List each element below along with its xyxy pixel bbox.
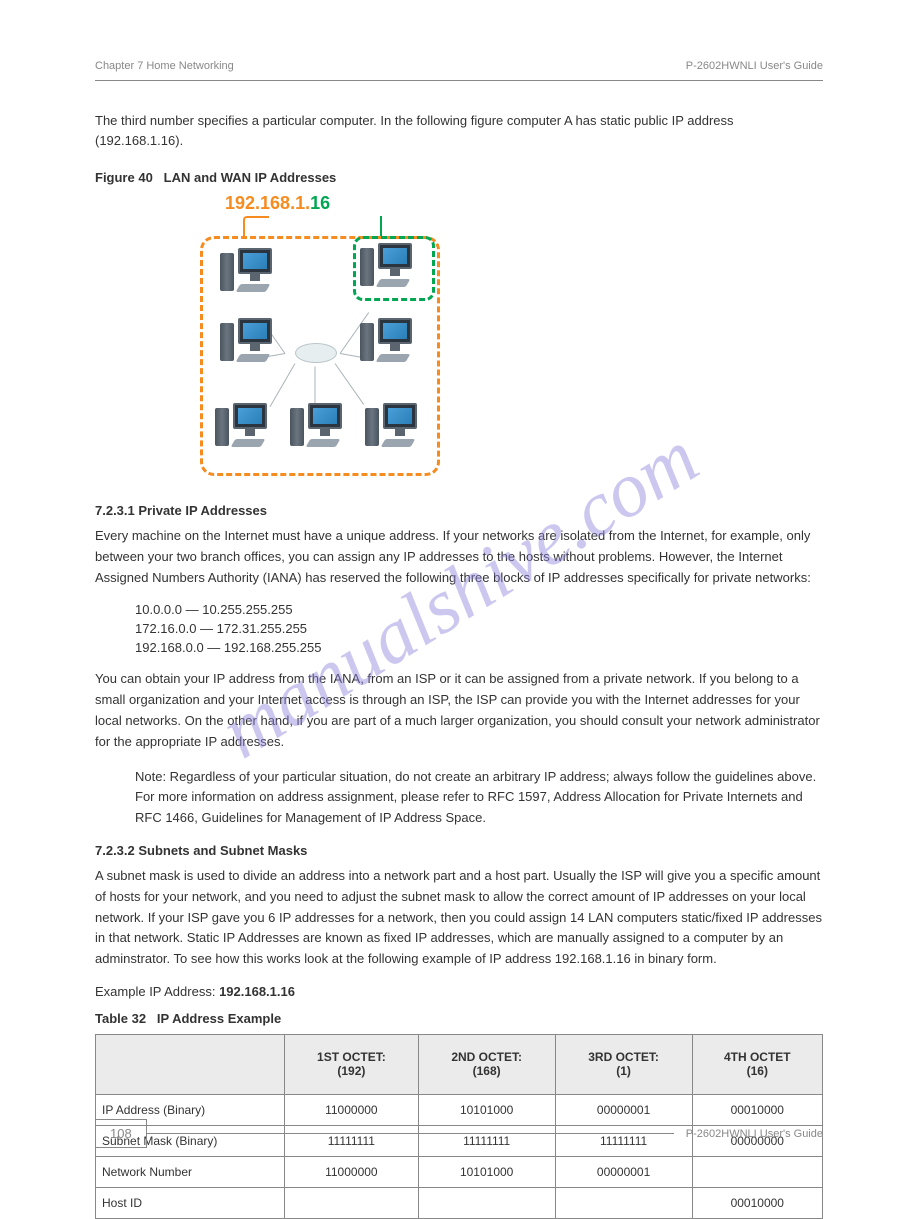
computer-icon	[220, 248, 272, 298]
figure-title: LAN and WAN IP Addresses	[164, 170, 337, 185]
computer-icon	[215, 403, 267, 453]
network-bracket	[243, 216, 269, 236]
chapter-label: Chapter 7 Home Networking	[95, 60, 234, 72]
guide-title-header: P-2602HWNLI User's Guide	[686, 60, 823, 72]
footer-divider	[147, 1133, 674, 1134]
example-ip-value: 192.168.1.16	[219, 984, 295, 999]
table-cell: Host ID	[96, 1187, 285, 1218]
network-prefix: 192.168.1.	[225, 193, 310, 213]
router-icon	[295, 343, 337, 363]
computer-icon	[360, 243, 412, 293]
private-ip-p1: Every machine on the Internet must have …	[95, 526, 823, 588]
table-cell: Network Number	[96, 1156, 285, 1187]
table-label: Table 32	[95, 1011, 146, 1026]
footer-guide-title: P-2602HWNLI User's Guide	[686, 1128, 823, 1140]
page-footer: 108 P-2602HWNLI User's Guide	[95, 1119, 823, 1148]
computer-icon	[290, 403, 342, 453]
table-title: IP Address Example	[157, 1011, 281, 1026]
ip-range-2: 172.16.0.0 — 172.31.255.255	[135, 621, 823, 636]
ip-address-label: 192.168.1.16	[225, 193, 823, 214]
page-number: 108	[95, 1119, 147, 1148]
subnets-p1: A subnet mask is used to divide an addre…	[95, 866, 823, 970]
section-heading-subnets: 7.2.3.2 Subnets and Subnet Masks	[95, 843, 823, 858]
table-caption: Table 32 IP Address Example	[95, 1011, 823, 1026]
private-ip-p2: You can obtain your IP address from the …	[95, 669, 823, 752]
private-ip-note: Note: Regardless of your particular situ…	[135, 767, 823, 829]
example-label: Example IP Address:	[95, 984, 215, 999]
table-header-empty	[96, 1034, 285, 1094]
table-header-octet3: 3RD OCTET:(1)	[555, 1034, 692, 1094]
table-cell: 11000000	[285, 1156, 419, 1187]
table-row: Host ID 00010000	[96, 1187, 823, 1218]
table-cell: 10101000	[418, 1156, 555, 1187]
figure-label: Figure 40	[95, 170, 153, 185]
intro-paragraph: The third number specifies a particular …	[95, 111, 823, 150]
section-heading-private-ip: 7.2.3.1 Private IP Addresses	[95, 503, 823, 518]
table-body: IP Address (Binary) 11000000 10101000 00…	[96, 1094, 823, 1218]
computer-icon	[360, 318, 412, 368]
page-header: Chapter 7 Home Networking P-2602HWNLI Us…	[95, 60, 823, 81]
host-suffix: 16	[310, 193, 330, 213]
table-row: Network Number 11000000 10101000 0000000…	[96, 1156, 823, 1187]
network-diagram	[195, 218, 445, 478]
example-ip-line: Example IP Address: 192.168.1.16	[95, 984, 823, 999]
computer-icon	[365, 403, 417, 453]
table-cell: 00000001	[555, 1156, 692, 1187]
table-header-octet2: 2ND OCTET:(168)	[418, 1034, 555, 1094]
ip-range-3: 192.168.0.0 — 192.168.255.255	[135, 640, 823, 655]
table-cell	[555, 1187, 692, 1218]
table-header-octet4: 4TH OCTET(16)	[692, 1034, 822, 1094]
figure-caption: Figure 40 LAN and WAN IP Addresses	[95, 170, 823, 185]
table-header-row: 1ST OCTET:(192) 2ND OCTET:(168) 3RD OCTE…	[96, 1034, 823, 1094]
table-cell	[692, 1156, 822, 1187]
table-cell	[285, 1187, 419, 1218]
table-cell: 00010000	[692, 1187, 822, 1218]
ip-range-1: 10.0.0.0 — 10.255.255.255	[135, 602, 823, 617]
table-cell	[418, 1187, 555, 1218]
table-header-octet1: 1ST OCTET:(192)	[285, 1034, 419, 1094]
host-bracket	[380, 216, 382, 236]
computer-icon	[220, 318, 272, 368]
